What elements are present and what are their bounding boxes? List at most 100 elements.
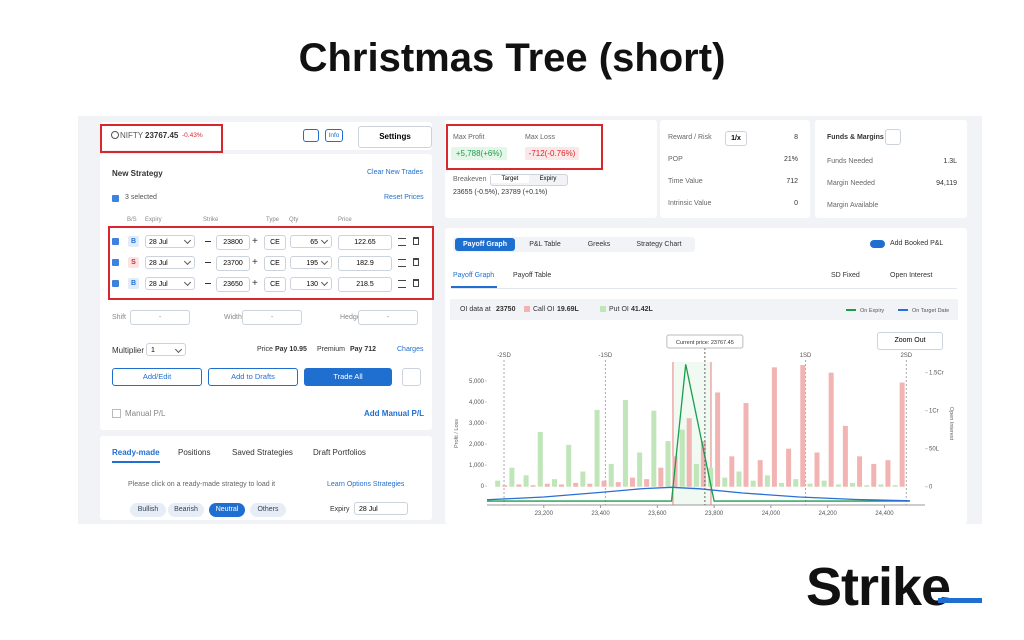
charges[interactable]: Charges bbox=[397, 346, 424, 353]
payoff-tab[interactable]: Greeks bbox=[587, 241, 611, 248]
stat-value: 712 bbox=[786, 178, 798, 185]
logo-arrow bbox=[938, 598, 982, 603]
highlight bbox=[100, 124, 223, 153]
stat-toggle[interactable]: 1/x bbox=[725, 131, 747, 146]
minus[interactable] bbox=[205, 283, 211, 284]
adjuster-input[interactable]: - bbox=[358, 310, 418, 325]
clear-trades[interactable]: Clear New Trades bbox=[367, 169, 424, 176]
strike-input[interactable]: 23800 bbox=[216, 235, 250, 250]
adjuster-input[interactable]: - bbox=[130, 310, 190, 325]
qty-select[interactable]: 130 bbox=[290, 277, 332, 290]
adjust-icon[interactable] bbox=[398, 238, 406, 246]
filter[interactable]: Bullish bbox=[130, 503, 166, 517]
plus[interactable]: + bbox=[252, 278, 258, 289]
oi-dropdown[interactable]: Open Interest bbox=[890, 272, 933, 279]
tab[interactable]: Ready-made bbox=[112, 448, 160, 457]
oi-bar bbox=[450, 299, 958, 320]
settings-button[interactable]: Settings bbox=[358, 126, 432, 148]
payoff-tab[interactable]: P&L Table bbox=[529, 241, 561, 248]
max-loss-label: Max Loss bbox=[525, 134, 555, 141]
chart-button[interactable] bbox=[303, 129, 319, 142]
max-loss: -712(-0.76%) bbox=[525, 147, 579, 160]
adjust-icon[interactable] bbox=[398, 259, 406, 267]
spot-price: 23767.45 bbox=[145, 131, 179, 140]
expiry-select[interactable]: 28 Jul bbox=[145, 277, 195, 290]
checkbox[interactable] bbox=[112, 195, 119, 202]
stat-value: 21% bbox=[783, 156, 798, 163]
delete-icon[interactable] bbox=[413, 258, 419, 266]
checkbox[interactable] bbox=[112, 238, 119, 245]
side-badge[interactable]: B bbox=[128, 236, 139, 247]
funds-settings[interactable] bbox=[885, 129, 901, 145]
expiry-tab[interactable]: Expiry bbox=[539, 176, 557, 182]
type[interactable]: CE bbox=[264, 256, 286, 271]
add-manual-pl[interactable]: Add Manual P/L bbox=[364, 409, 424, 418]
adjuster-input[interactable]: - bbox=[242, 310, 302, 325]
delete-icon[interactable] bbox=[413, 279, 419, 287]
col-header: Qty bbox=[289, 217, 299, 223]
col-header: Strike bbox=[203, 217, 219, 223]
price-input[interactable]: 122.65 bbox=[338, 235, 392, 250]
tab-underline bbox=[112, 461, 160, 463]
multiplier-select[interactable]: 1 bbox=[146, 343, 186, 356]
minus[interactable] bbox=[205, 241, 211, 242]
side-badge[interactable]: S bbox=[128, 257, 139, 268]
payoff-tab[interactable]: Strategy Chart bbox=[636, 241, 682, 248]
type[interactable]: CE bbox=[264, 235, 286, 250]
price-input[interactable]: 182.9 bbox=[338, 256, 392, 271]
drafts-button[interactable]: Add to Drafts bbox=[208, 368, 298, 386]
highlight bbox=[446, 124, 603, 170]
add-edit-button[interactable]: Add/Edit bbox=[112, 368, 202, 386]
toggle[interactable] bbox=[870, 240, 885, 248]
filter[interactable]: Bearish bbox=[168, 503, 204, 517]
plus[interactable]: + bbox=[252, 236, 258, 247]
adjuster-label: Shift bbox=[112, 314, 127, 321]
sd-dropdown[interactable]: SD Fixed bbox=[831, 272, 860, 279]
tab[interactable]: Saved Strategies bbox=[232, 448, 293, 457]
payoff-tab[interactable]: Payoff Graph bbox=[455, 238, 515, 251]
minus[interactable] bbox=[205, 262, 211, 263]
col-header: Type bbox=[266, 217, 280, 223]
subtab[interactable]: Payoff Graph bbox=[453, 272, 495, 279]
stat-label: Reward / Risk bbox=[668, 134, 712, 141]
tab[interactable]: Positions bbox=[178, 448, 211, 457]
tab[interactable]: Draft Portfolios bbox=[313, 448, 366, 457]
qty-select[interactable]: 195 bbox=[290, 256, 332, 269]
zoom-out[interactable]: Zoom Out bbox=[877, 332, 943, 350]
delete-icon[interactable] bbox=[413, 237, 419, 245]
filter[interactable]: Neutral bbox=[209, 503, 245, 517]
adjust-icon[interactable] bbox=[398, 280, 406, 288]
expiry-select[interactable]: 28 Jul bbox=[145, 256, 195, 269]
booked-pl: Add Booked P&L bbox=[890, 240, 944, 247]
checkbox[interactable] bbox=[112, 409, 121, 418]
trade-all-button[interactable]: Trade All bbox=[304, 368, 392, 386]
checkbox[interactable] bbox=[112, 259, 119, 266]
plus[interactable]: + bbox=[252, 257, 258, 268]
fund-value: 1.3L bbox=[943, 158, 957, 165]
divider bbox=[451, 288, 957, 289]
more-button[interactable] bbox=[402, 368, 421, 386]
reset-prices[interactable]: Reset Prices bbox=[384, 194, 424, 201]
expiry-select[interactable]: 28 Jul bbox=[145, 235, 195, 248]
target-tab[interactable]: Target bbox=[491, 175, 529, 183]
type[interactable]: CE bbox=[264, 277, 286, 292]
info-button[interactable]: Info bbox=[325, 129, 343, 142]
learn-link[interactable]: Learn Options Strategies bbox=[327, 481, 405, 488]
filter[interactable]: Others bbox=[250, 503, 286, 517]
stat-label: Time Value bbox=[668, 178, 703, 185]
side-badge[interactable]: B bbox=[128, 278, 139, 289]
checkbox[interactable] bbox=[112, 280, 119, 287]
price-input[interactable]: 218.5 bbox=[338, 277, 392, 292]
strike-input[interactable]: 23700 bbox=[216, 256, 250, 271]
price: Pay 10.95 bbox=[275, 346, 307, 353]
strike-input[interactable]: 23650 bbox=[216, 277, 250, 292]
stat-value: 0 bbox=[794, 200, 798, 207]
qty-select[interactable]: 65 bbox=[290, 235, 332, 248]
logo: Strike bbox=[806, 557, 951, 617]
hint: Please click on a ready-made strategy to… bbox=[128, 481, 276, 488]
highlight bbox=[108, 226, 434, 300]
subtab[interactable]: Payoff Table bbox=[513, 272, 552, 279]
expiry-select[interactable]: 28 Jul bbox=[354, 502, 408, 515]
call-oi: 19.69L bbox=[557, 306, 579, 313]
